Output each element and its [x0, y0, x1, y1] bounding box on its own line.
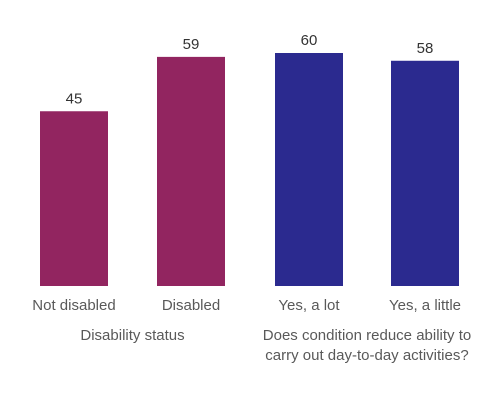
bars-group — [40, 53, 459, 287]
group-labels-group: Disability status Does condition reduce a… — [80, 327, 471, 364]
category-label-3: Yes, a little — [389, 297, 461, 314]
bar-2 — [275, 53, 343, 286]
category-label-1: Disabled — [162, 297, 220, 314]
bar-0 — [40, 111, 108, 286]
category-label-2: Yes, a lot — [278, 297, 340, 314]
category-labels-group: Not disabled Disabled Yes, a lot Yes, a lit… — [32, 297, 461, 314]
value-label-2: 60 — [301, 32, 318, 49]
value-label-0: 45 — [66, 90, 83, 107]
group-label-1-line-1: carry out day-to-day activities? — [265, 347, 468, 364]
bar-3 — [391, 60, 459, 287]
category-label-0: Not disabled — [32, 297, 115, 314]
value-labels-group: 45 59 60 58 — [66, 32, 434, 107]
value-label-1: 59 — [183, 36, 200, 53]
bar-1 — [157, 56, 225, 287]
value-label-3: 58 — [417, 40, 434, 57]
group-label-1-line-0: Does condition reduce ability to — [263, 327, 471, 344]
group-label-0-line-0: Disability status — [80, 327, 184, 344]
